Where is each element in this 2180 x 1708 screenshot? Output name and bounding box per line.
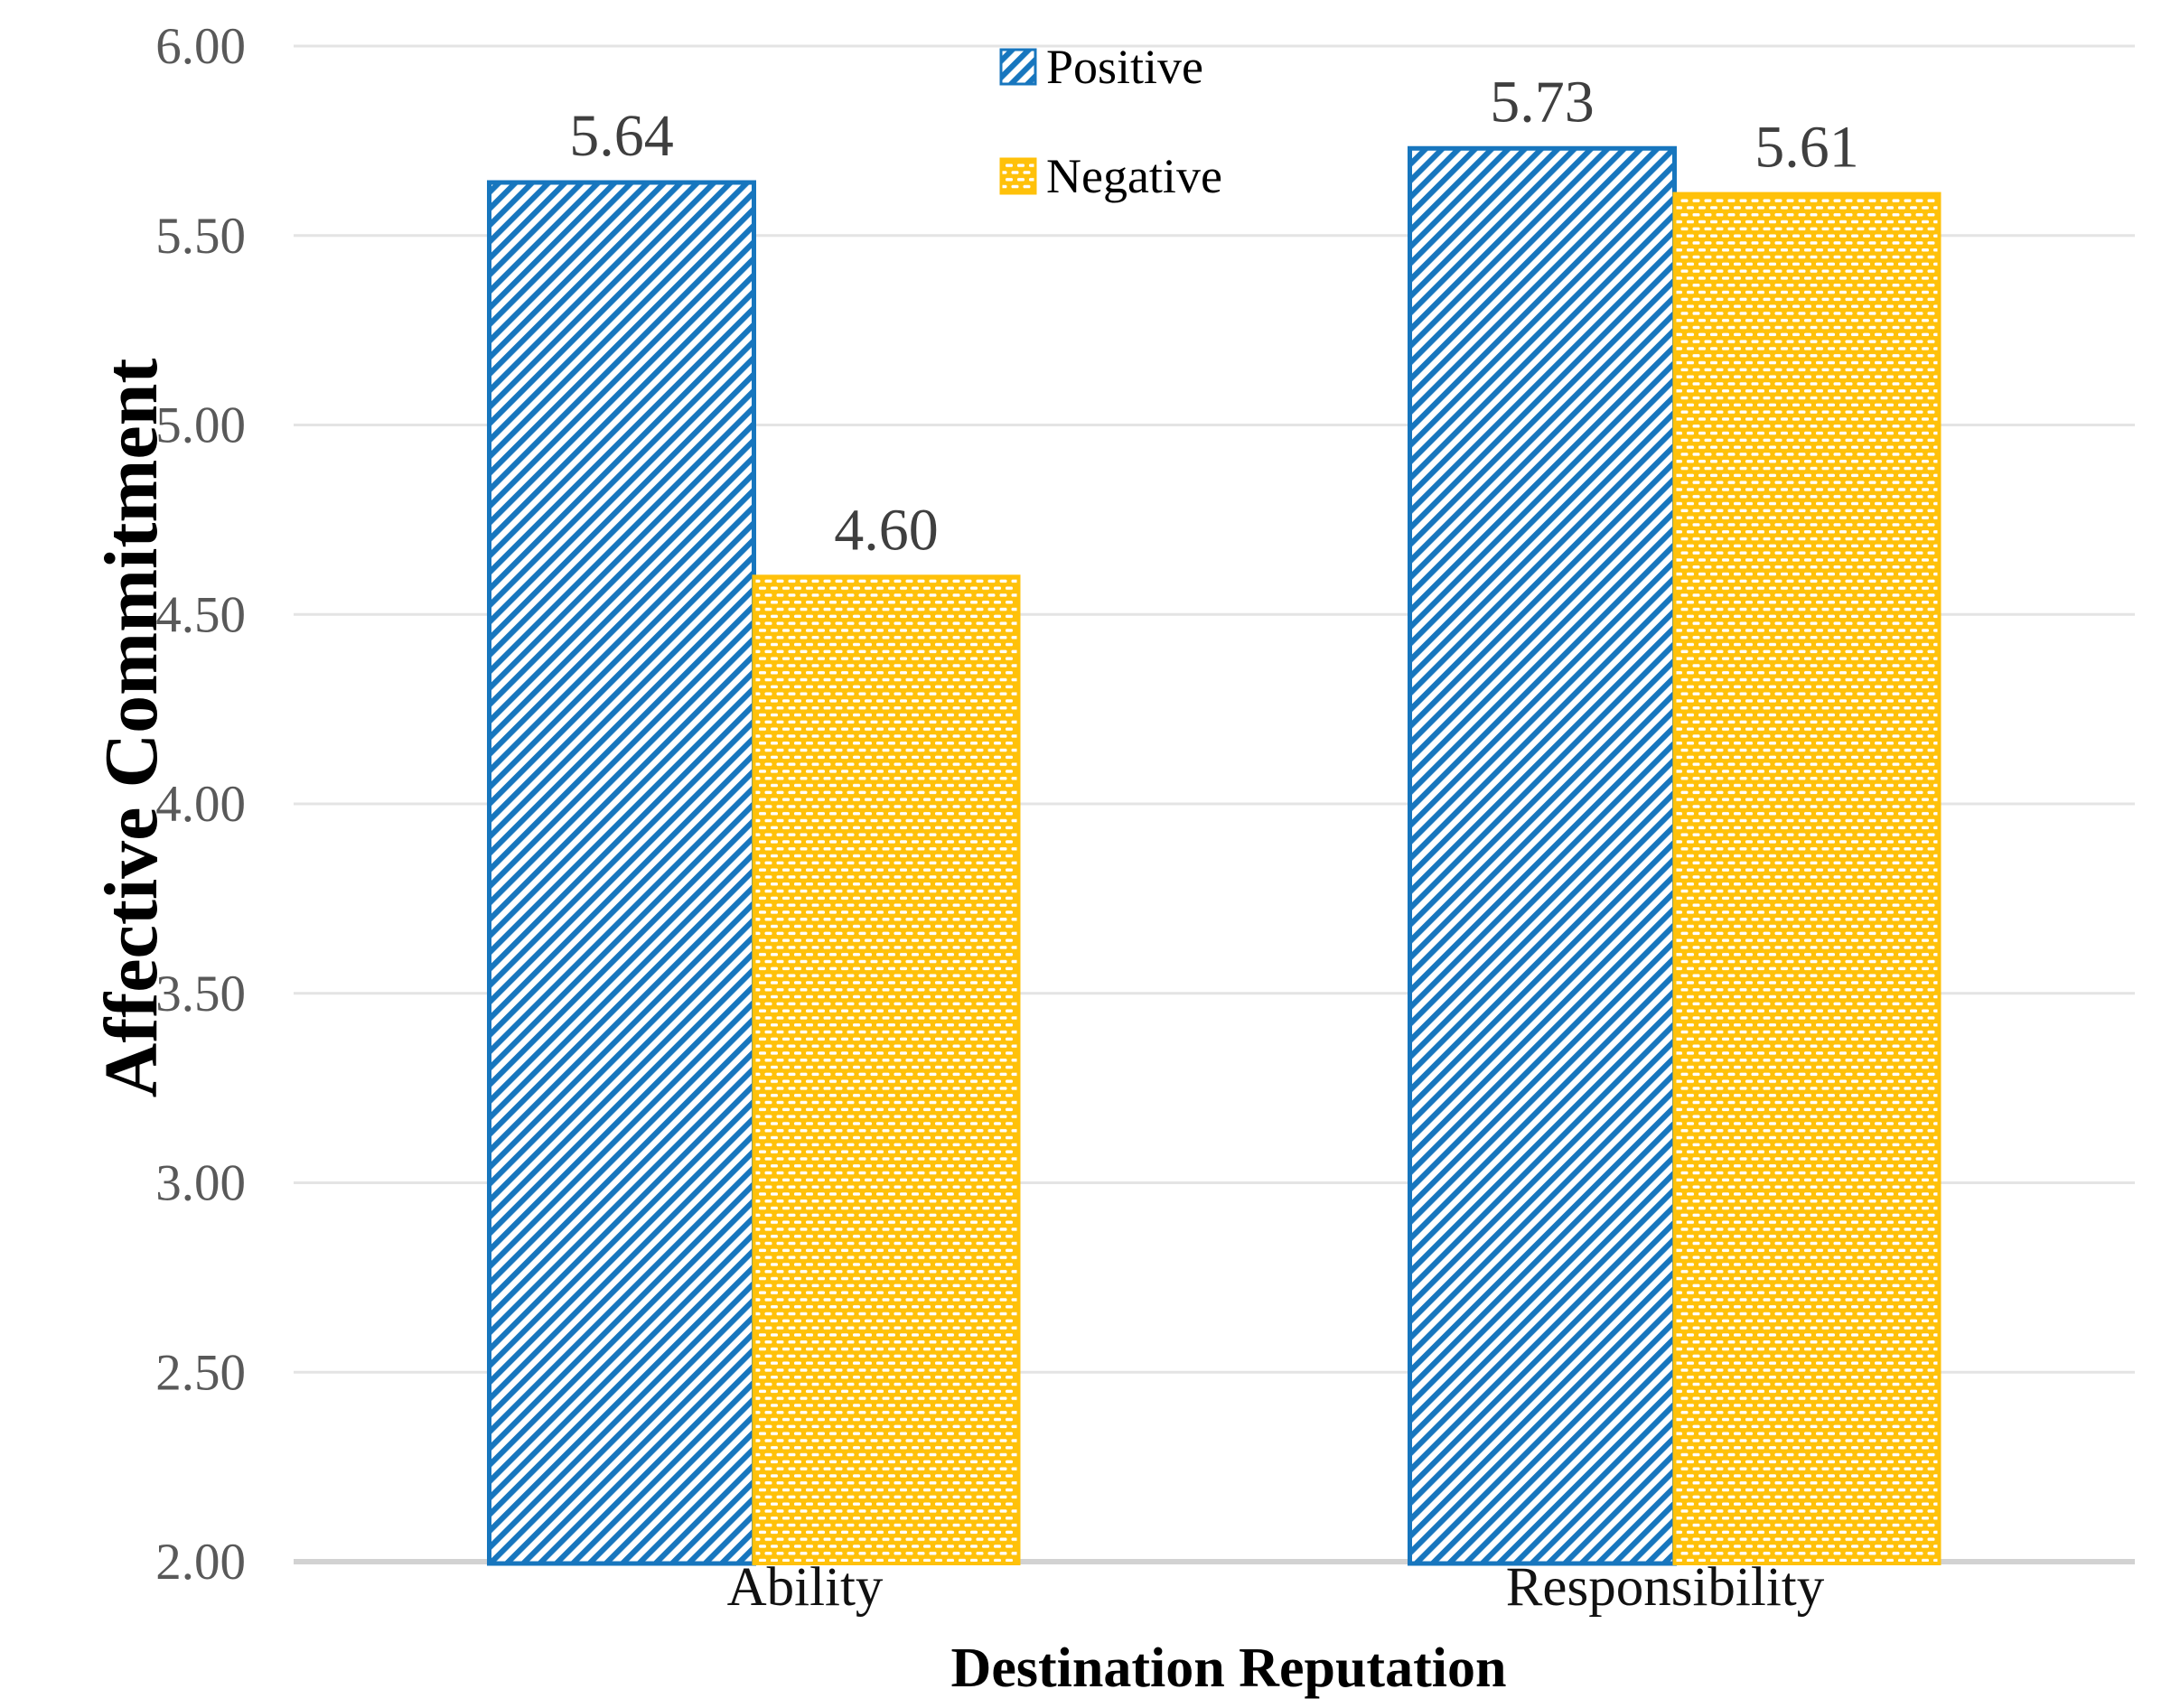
legend-swatch-negative: [999, 157, 1037, 195]
y-tick-label: 5.50: [155, 208, 246, 265]
bar-positive-ability: [487, 180, 756, 1566]
y-tick-label: 4.50: [155, 586, 246, 643]
y-tick-label: 5.00: [155, 397, 246, 454]
category-label-responsibility: Responsibility: [1506, 1557, 1825, 1618]
x-axis-title: Destination Reputation: [950, 1638, 1507, 1699]
x-axis-ticks: Ability Responsibility: [727, 1557, 1825, 1618]
y-axis-ticks: 2.00 2.50 3.00 3.50 4.00 4.50 5.00 5.50 6.00: [155, 18, 246, 1591]
y-tick-label: 2.50: [155, 1344, 246, 1401]
legend-label-positive: Positive: [1046, 40, 1203, 94]
data-labels: 5.64 5.73 4.60 5.61: [569, 69, 1859, 563]
category-label-ability: Ability: [727, 1557, 884, 1618]
legend-swatch-positive: [999, 48, 1037, 86]
bar-positive-responsibility: [1408, 145, 1677, 1566]
y-axis-title: Affective Commitment: [89, 358, 173, 1098]
y-tick-label: 2.00: [155, 1534, 246, 1591]
data-label: 5.64: [569, 103, 674, 169]
legend: Positive Negative: [999, 40, 1222, 203]
bar-negative-responsibility: [1672, 191, 1941, 1566]
legend-label-negative: Negative: [1046, 149, 1222, 203]
y-tick-label: 3.00: [155, 1155, 246, 1212]
bars: [487, 145, 1941, 1566]
y-tick-label: 3.50: [155, 966, 246, 1022]
y-tick-label: 4.00: [155, 776, 246, 833]
y-tick-label: 6.00: [155, 18, 246, 75]
data-label: 4.60: [834, 497, 939, 563]
data-label: 5.61: [1754, 115, 1859, 181]
bar-negative-ability: [752, 574, 1021, 1565]
data-label: 5.73: [1490, 69, 1595, 135]
